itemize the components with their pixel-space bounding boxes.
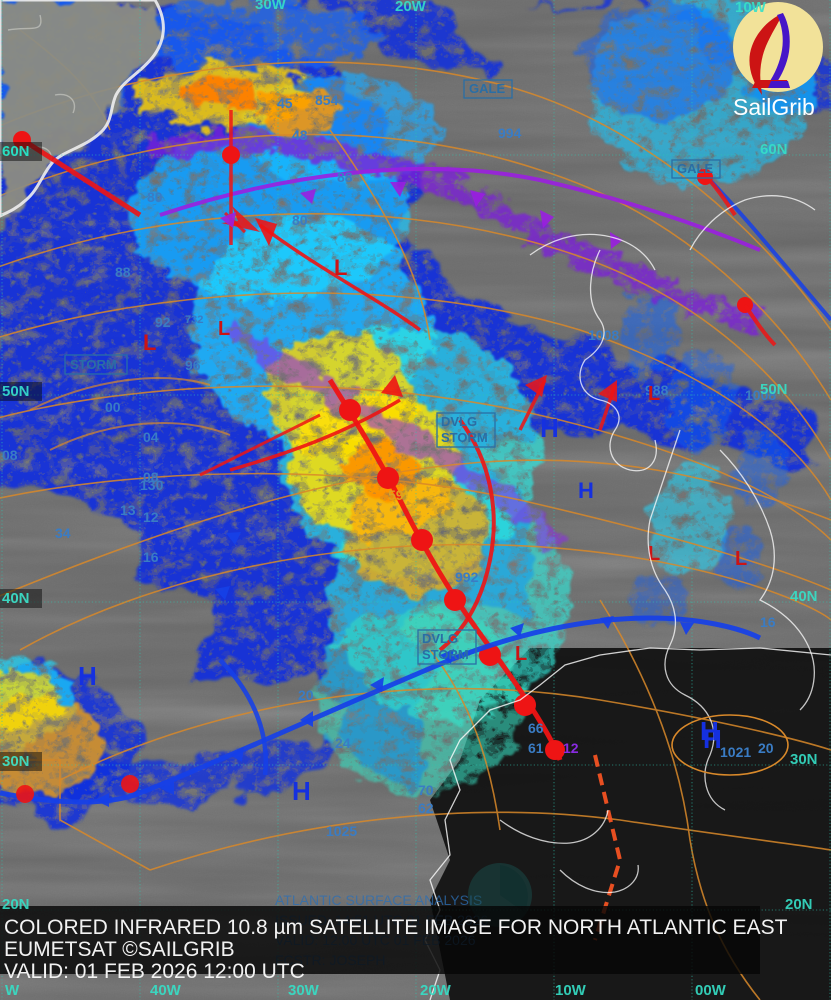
svg-text:92: 92 bbox=[155, 314, 171, 330]
svg-text:24: 24 bbox=[335, 735, 351, 751]
svg-text:732: 732 bbox=[185, 314, 203, 326]
svg-text:96: 96 bbox=[185, 357, 201, 373]
svg-text:08: 08 bbox=[2, 447, 18, 463]
svg-text:20: 20 bbox=[298, 687, 314, 703]
svg-text:1021: 1021 bbox=[720, 744, 751, 760]
svg-text:00: 00 bbox=[105, 399, 121, 415]
svg-text:12: 12 bbox=[563, 740, 579, 756]
svg-text:H: H bbox=[292, 776, 311, 806]
svg-text:66: 66 bbox=[528, 720, 544, 736]
svg-text:DVLG: DVLG bbox=[441, 414, 477, 429]
svg-text:08: 08 bbox=[143, 469, 159, 485]
svg-text:10W: 10W bbox=[735, 0, 767, 16]
svg-text:COLORED INFRARED 10.8 µm SATEL: COLORED INFRARED 10.8 µm SATELLITE IMAGE… bbox=[4, 916, 788, 939]
svg-text:30W: 30W bbox=[288, 982, 320, 999]
svg-text:45: 45 bbox=[277, 95, 293, 111]
svg-text:W: W bbox=[5, 982, 20, 999]
svg-text:L: L bbox=[515, 643, 527, 665]
svg-text:50N: 50N bbox=[760, 381, 788, 398]
svg-text:H: H bbox=[578, 478, 594, 503]
svg-text:DVLG: DVLG bbox=[422, 631, 458, 646]
svg-text:88: 88 bbox=[115, 264, 131, 280]
svg-text:L: L bbox=[218, 318, 230, 340]
svg-text:88: 88 bbox=[337, 169, 353, 185]
svg-text:VALID: 01 FEB 2026 12:00 UTC: VALID: 01 FEB 2026 12:00 UTC bbox=[4, 960, 305, 983]
svg-text:H: H bbox=[78, 661, 97, 691]
svg-text:992: 992 bbox=[455, 569, 479, 585]
svg-text:STORM: STORM bbox=[70, 357, 117, 372]
svg-text:30N: 30N bbox=[2, 753, 30, 770]
svg-text:60N: 60N bbox=[760, 141, 788, 158]
svg-text:20N: 20N bbox=[785, 896, 813, 913]
svg-text:60N: 60N bbox=[2, 143, 30, 160]
svg-text:20W: 20W bbox=[420, 982, 452, 999]
svg-text:61: 61 bbox=[528, 740, 544, 756]
svg-text:50N: 50N bbox=[2, 383, 30, 400]
svg-text:04: 04 bbox=[143, 429, 159, 445]
svg-text:ATLANTIC SURFACE ANALYSIS: ATLANTIC SURFACE ANALYSIS bbox=[275, 892, 482, 908]
svg-text:59: 59 bbox=[388, 487, 404, 503]
svg-text:13: 13 bbox=[120, 502, 136, 518]
svg-text:20N: 20N bbox=[2, 896, 30, 913]
svg-text:30W: 30W bbox=[255, 0, 287, 13]
svg-text:48: 48 bbox=[292, 127, 308, 143]
svg-text:80: 80 bbox=[147, 189, 163, 205]
svg-text:62: 62 bbox=[418, 800, 434, 816]
svg-text:H: H bbox=[700, 716, 719, 746]
svg-text:L: L bbox=[648, 383, 660, 405]
svg-text:GALE: GALE bbox=[469, 81, 505, 96]
svg-text:40N: 40N bbox=[2, 590, 30, 607]
svg-text:H: H bbox=[540, 413, 559, 443]
svg-text:EUMETSAT ©SAILGRIB: EUMETSAT ©SAILGRIB bbox=[4, 938, 235, 961]
svg-text:SailGrib: SailGrib bbox=[733, 94, 815, 120]
svg-text:16: 16 bbox=[143, 549, 159, 565]
svg-text:12: 12 bbox=[143, 509, 159, 525]
svg-text:16: 16 bbox=[760, 614, 776, 630]
svg-text:L: L bbox=[735, 548, 747, 570]
svg-text:40W: 40W bbox=[150, 982, 182, 999]
svg-text:40N: 40N bbox=[790, 588, 818, 605]
svg-text:L: L bbox=[143, 330, 156, 355]
svg-text:L: L bbox=[334, 255, 347, 280]
svg-text:994: 994 bbox=[498, 125, 522, 141]
svg-text:10W: 10W bbox=[555, 982, 587, 999]
svg-text:20: 20 bbox=[758, 740, 774, 756]
svg-text:70: 70 bbox=[418, 782, 434, 798]
svg-text:80: 80 bbox=[292, 212, 308, 228]
svg-text:34: 34 bbox=[55, 525, 71, 541]
svg-text:30N: 30N bbox=[790, 751, 818, 768]
svg-text:854: 854 bbox=[315, 92, 339, 108]
svg-text:STORM: STORM bbox=[422, 647, 469, 662]
svg-text:00W: 00W bbox=[695, 982, 727, 999]
svg-text:STORM: STORM bbox=[441, 430, 488, 445]
svg-text:20W: 20W bbox=[395, 0, 427, 15]
svg-text:GALE: GALE bbox=[677, 161, 713, 176]
svg-text:1025: 1025 bbox=[326, 823, 357, 839]
